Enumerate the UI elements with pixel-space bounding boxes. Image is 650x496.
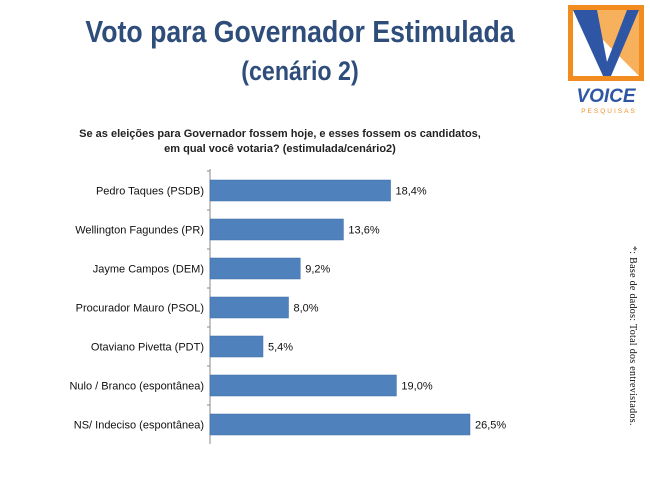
bar: [209, 257, 301, 280]
bar: [209, 413, 471, 436]
bar-chart: Pedro Taques (PSDB) 18,4% Wellington Fagun…: [69, 169, 506, 444]
bars-group: Pedro Taques (PSDB) 18,4% Wellington Fagun…: [69, 170, 506, 436]
bar: [209, 179, 391, 202]
category-label: Procurador Mauro (PSOL): [76, 303, 204, 315]
base-note: *: Base de dados: Total dos entrevistado…: [627, 246, 638, 426]
logo-v-mark: [573, 10, 639, 76]
category-label: Nulo / Branco (espontânea): [69, 381, 204, 393]
value-label: 9,2%: [305, 264, 330, 276]
value-label: 19,0%: [401, 381, 432, 393]
value-label: 18,4%: [396, 186, 427, 198]
logo-wordmark: VOICE: [576, 86, 636, 107]
voice-logo: VOICE PESQUISAS: [568, 5, 644, 115]
value-label: 13,6%: [348, 225, 379, 237]
logo-tagline: PESQUISAS: [581, 108, 637, 115]
category-label: Wellington Fagundes (PR): [75, 225, 204, 237]
bar: [209, 218, 344, 241]
value-label: 8,0%: [293, 303, 318, 315]
value-label: 5,4%: [268, 342, 293, 354]
value-label: 26,5%: [475, 420, 506, 432]
category-label: NS/ Indeciso (espontânea): [74, 420, 204, 432]
category-label: Jayme Campos (DEM): [93, 264, 204, 276]
page-subtitle: (cenário 2): [241, 56, 359, 86]
page-title: Voto para Governador Estimulada: [85, 14, 515, 49]
bar: [209, 335, 264, 358]
category-label: Pedro Taques (PSDB): [96, 186, 204, 198]
bar: [209, 296, 289, 319]
category-label: Otaviano Pivetta (PDT): [91, 342, 204, 354]
question-line-2: em qual você votaria? (estimulada/cenári…: [164, 143, 396, 155]
bar: [209, 374, 397, 397]
question-line-1: Se as eleições para Governador fossem ho…: [79, 128, 481, 140]
